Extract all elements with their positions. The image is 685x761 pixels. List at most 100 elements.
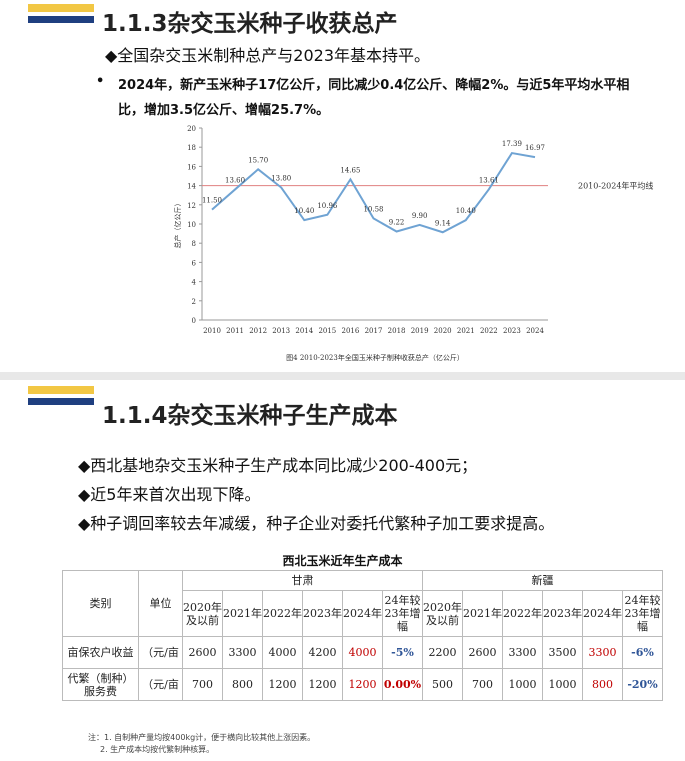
slide-title: 1.1.4杂交玉米种子生产成本 [102,403,398,429]
th: 2023年 [542,590,583,637]
x-tick-label: 2017 [365,327,383,335]
value-label: 10.58 [363,205,383,213]
th: 2022年 [262,590,303,637]
th: 2022年 [502,590,543,637]
y-tick-label: 12 [187,202,196,210]
y-tick-label: 20 [187,125,196,133]
th: 新疆 [422,570,663,591]
y-tick-label: 10 [187,221,196,229]
cell: 2600 [182,636,223,669]
bullet: 2024年，新产玉米种子17亿公斤，同比减少0.4亿公斤、降幅2%。与近5年平均… [118,78,630,118]
cell: -5% [382,636,423,669]
x-tick-label: 2012 [249,327,267,335]
cell: 4000 [262,636,303,669]
value-label: 10.96 [317,202,338,210]
bullet: ◆种子调回率较去年减缓，种子企业对委托代繁种子加工要求提高。 [78,514,555,533]
cell: -6% [622,636,663,669]
cell: 3300 [222,636,263,669]
value-label: 9.14 [435,219,451,227]
th: 2020年及以前 [422,590,463,637]
th: 24年较23年增幅 [382,590,423,637]
subtitle: ◆全国杂交玉米制种总产与2023年基本持平。 [105,46,431,65]
note: 2. 生产成本均按代繁制种核算。 [100,745,215,754]
reference-label: 2010-2024年平均线 [578,181,653,191]
y-tick-label: 4 [192,279,197,287]
x-tick-label: 2015 [318,327,336,335]
th: 类别 [62,570,139,637]
y-tick-label: 8 [192,240,196,248]
cell: 0.00% [382,668,423,701]
cell: 3300 [502,636,543,669]
value-label: 11.50 [202,197,222,205]
value-label: 16.97 [525,144,545,152]
cell: 800 [582,668,623,701]
x-tick-label: 2014 [295,327,313,335]
slide-1: 1.1.3杂交玉米种子收获总产 ◆全国杂交玉米制种总产与2023年基本持平。 •… [0,0,685,372]
table: 类别 单位 甘肃 新疆 2020年及以前 2021年 2022年 2023年 2024年… [62,570,663,701]
deco [28,386,94,394]
th: 2024年 [342,590,383,637]
th: 2021年 [222,590,263,637]
cell: （元/亩 [138,636,183,669]
th: 2024年 [582,590,623,637]
deco [28,4,94,12]
x-tick-label: 2021 [457,327,475,335]
cell: 700 [182,668,223,701]
th: 单位 [138,570,183,637]
cell: 800 [222,668,263,701]
cell: 代繁（制种）服务费 [62,668,139,701]
value-label: 9.90 [412,212,428,220]
cell: 4000 [342,636,383,669]
th: 2020年及以前 [182,590,223,637]
cell: 700 [462,668,503,701]
cell: 亩保农户收益 [62,636,139,669]
slide-2: 1.1.4杂交玉米种子生产成本 ◆西北基地杂交玉米种子生产成本同比减少200-4… [0,380,685,761]
cell: 2600 [462,636,503,669]
line [211,151,536,234]
value-label: 9.22 [389,218,405,226]
th: 2021年 [462,590,503,637]
cell: 1200 [342,668,383,701]
th: 甘肃 [182,570,423,591]
x-tick-label: 2024 [526,327,544,335]
y-axis-label: 总产（亿公斤） [173,200,182,249]
bullet: ◆西北基地杂交玉米种子生产成本同比减少200-400元； [78,456,478,475]
cell: 2200 [422,636,463,669]
cell: 1000 [542,668,583,701]
cell: 4200 [302,636,343,669]
x-tick-label: 2019 [411,327,429,335]
cell: 1200 [302,668,343,701]
deco [28,398,94,405]
table-title: 西北玉米近年生产成本 [282,554,403,568]
value-label: 15.70 [248,156,268,164]
value-label: 10.40 [294,207,314,215]
value-label: 13.60 [225,176,245,184]
value-label: 14.65 [340,166,360,174]
value-label: 10.40 [456,207,476,215]
x-tick-label: 2011 [226,327,244,335]
slide-title: 1.1.3杂交玉米种子收获总产 [102,11,398,37]
cell: 3500 [542,636,583,669]
chart: 0 2 4 6 8 10 12 14 16 18 20 总产（亿公斤） 2010 2011 2012 2013… [173,125,653,362]
y-tick-label: 16 [187,163,196,171]
x-tick-label: 2016 [342,327,360,335]
cell: 500 [422,668,463,701]
x-tick-label: 2018 [388,327,406,335]
th: 2023年 [302,590,343,637]
cell: 1200 [262,668,303,701]
note: 注：1. 自制种产量均按400kg计，便于横向比较其他上涨因素。 [88,733,316,742]
cell: -20% [622,668,663,701]
value-label: 17.39 [502,140,522,148]
x-tick-label: 2022 [480,327,498,335]
deco [28,16,94,23]
th: 24年较23年增幅 [622,590,663,637]
y-tick-label: 6 [192,259,197,267]
x-tick-label: 2013 [272,327,290,335]
x-tick-label: 2020 [434,327,452,335]
cell: （元/亩 [138,668,183,701]
x-tick-label: 2023 [503,327,521,335]
bullet: ◆近5年来首次出现下降。 [78,485,261,504]
y-tick-label: 18 [187,144,196,152]
x-tick-label: 2010 [203,327,221,335]
